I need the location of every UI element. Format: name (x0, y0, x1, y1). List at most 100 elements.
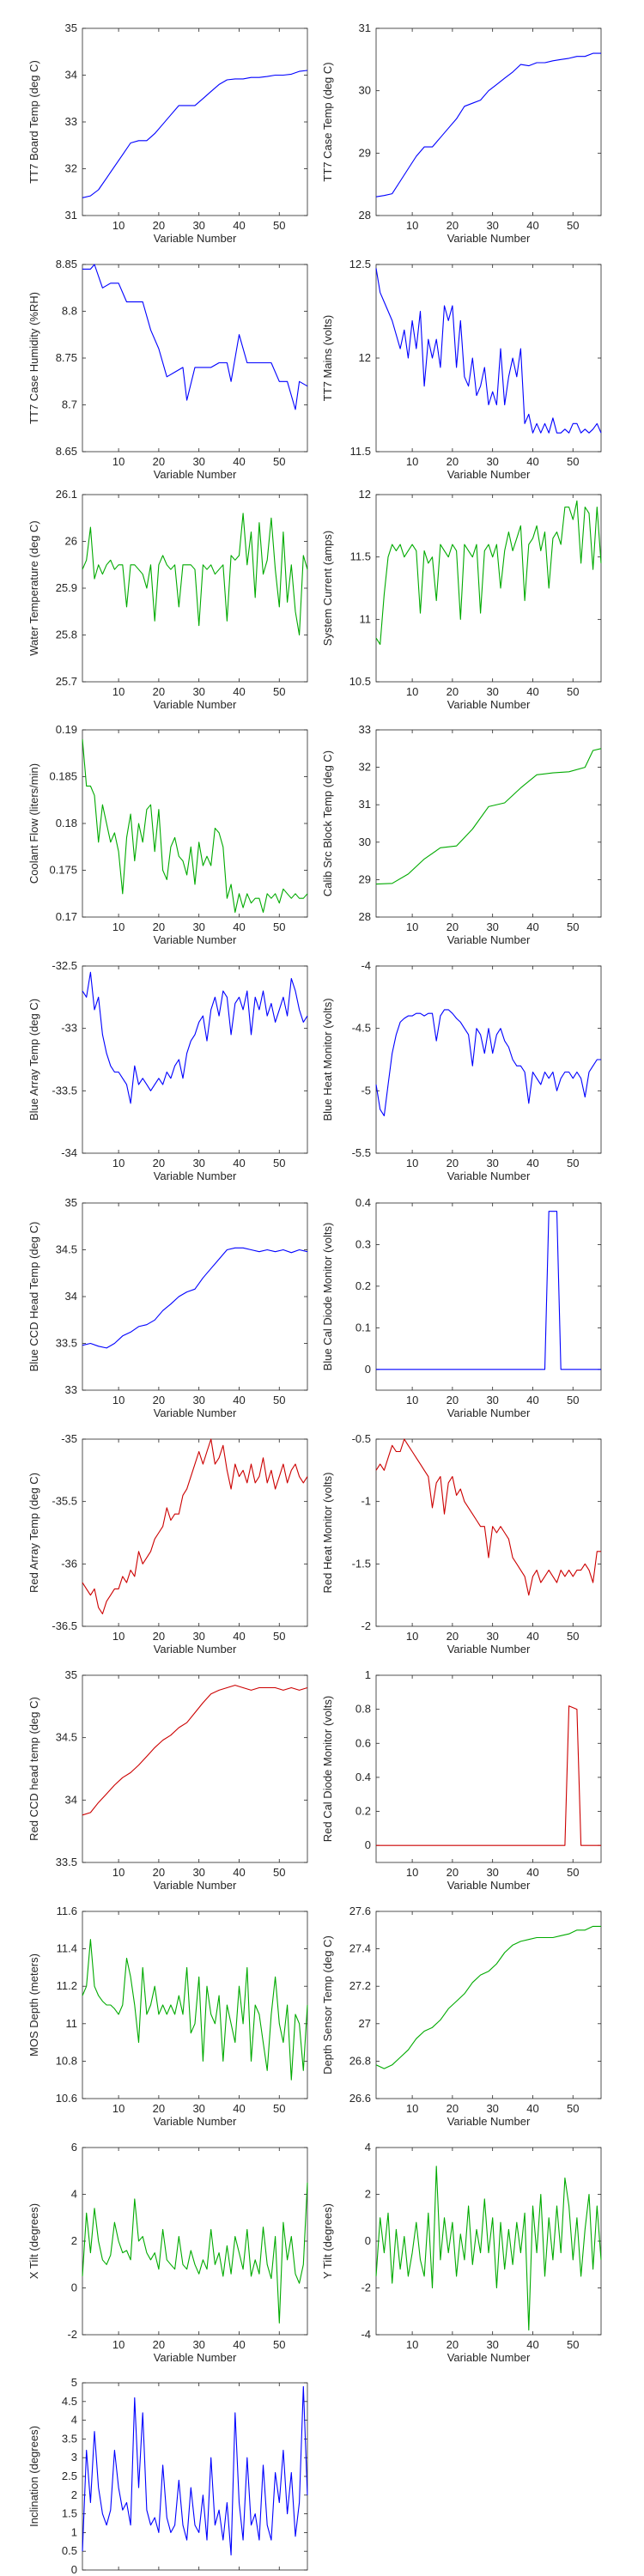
x-tick-label: 20 (153, 2102, 165, 2115)
x-tick-label: 30 (486, 1866, 498, 1879)
x-tick-label: 10 (406, 685, 418, 698)
x-axis-label: Variable Number (447, 1170, 531, 1182)
x-tick-label: 30 (486, 1157, 498, 1170)
x-axis-label: Variable Number (154, 698, 237, 711)
x-tick-label: 20 (153, 1157, 165, 1170)
y-tick-label: 8.65 (56, 445, 77, 458)
y-tick-label: 35 (65, 1196, 77, 1209)
y-tick-label: 10.5 (349, 675, 371, 688)
y-axis-label: TT7 Board Temp (deg C) (27, 60, 40, 184)
y-tick-label: 0 (365, 1363, 371, 1376)
y-tick-label: 11 (360, 612, 372, 625)
y-tick-label: -34 (61, 1146, 77, 1159)
x-tick-label: 30 (486, 1630, 498, 1643)
x-tick-label: 20 (447, 455, 459, 468)
x-tick-label: 40 (233, 685, 245, 698)
y-tick-label: 0 (71, 2281, 77, 2294)
plot-area (375, 2147, 602, 2336)
x-tick-label: 40 (233, 920, 245, 933)
series-line (82, 2385, 308, 2556)
y-tick-label: 11 (66, 2017, 78, 2030)
x-axis-label: Variable Number (447, 933, 531, 946)
y-tick-label: 0.2 (355, 1279, 371, 1292)
y-tick-label: -36 (61, 1557, 77, 1570)
x-tick-label: 30 (192, 1866, 204, 1879)
series-line (82, 738, 308, 914)
y-axis-label: X Tilt (degrees) (27, 2203, 40, 2279)
chart-panel-17: 10.6 10.8 11 11.2 11.4 11.6 10 20 30 40 50 Variable… (27, 1905, 308, 2128)
series-line (375, 500, 602, 645)
y-tick-label: 34 (65, 1793, 77, 1806)
y-tick-label: 27.6 (349, 1905, 371, 1917)
x-tick-label: 50 (273, 920, 285, 933)
x-tick-label: 20 (153, 219, 165, 232)
x-tick-label: 20 (447, 2102, 459, 2115)
x-tick-label: 40 (526, 920, 538, 933)
x-tick-label: 30 (486, 2338, 498, 2351)
y-tick-label: 4 (71, 2414, 77, 2427)
x-tick-label: 40 (233, 1630, 245, 1643)
chart-panel-14: -2 -1.5 -1 -0.5 10 20 30 40 50 Variable Number Red… (321, 1432, 602, 1656)
y-tick-label: 12 (359, 488, 371, 501)
y-axis-label: System Current (amps) (321, 531, 334, 646)
x-tick-label: 10 (406, 1866, 418, 1879)
plot-area (82, 1202, 308, 1391)
x-tick-label: 20 (153, 2573, 165, 2576)
x-tick-label: 20 (447, 1157, 459, 1170)
y-tick-label: 33 (359, 723, 371, 736)
y-tick-label: 29 (359, 872, 371, 885)
x-tick-label: 30 (192, 1157, 204, 1170)
plot-area (375, 494, 602, 683)
x-axis-label: Variable Number (154, 933, 237, 946)
chart-panel-3: 8.65 8.7 8.75 8.8 8.85 10 20 30 40 50 Variable Num… (27, 258, 308, 481)
x-axis-label: Variable Number (154, 1406, 237, 1419)
y-tick-label: -1.5 (352, 1557, 371, 1570)
y-tick-label: -32.5 (52, 959, 77, 972)
y-tick-label: 29 (359, 146, 371, 159)
x-tick-label: 30 (486, 219, 498, 232)
x-tick-label: 40 (233, 2102, 245, 2115)
y-tick-label: 11.4 (57, 1942, 77, 1955)
y-axis-label: TT7 Mains (volts) (321, 315, 334, 401)
x-tick-label: 20 (153, 1394, 165, 1406)
series-line (82, 513, 308, 636)
x-tick-label: 10 (112, 1630, 125, 1643)
y-tick-label: 28 (359, 910, 371, 923)
y-axis-label: Inclination (degrees) (27, 2426, 40, 2527)
x-tick-label: 50 (273, 2573, 285, 2576)
y-axis-label: Red Cal Diode Monitor (volts) (321, 1696, 334, 1843)
x-tick-label: 50 (273, 219, 285, 232)
y-tick-label: 2 (71, 2234, 77, 2247)
x-tick-label: 20 (153, 2338, 165, 2351)
y-tick-label: 32 (359, 761, 371, 774)
x-tick-label: 30 (192, 2573, 204, 2576)
series-line (375, 1438, 601, 1596)
y-tick-label: -33.5 (52, 1084, 77, 1097)
chart-panel-6: 10.5 11 11.5 12 10 20 30 40 50 Variable Number Sys… (321, 488, 602, 711)
chart-panel-12: 0 0.1 0.2 0.3 0.4 10 20 30 40 50 Variable Number Bl… (321, 1196, 602, 1419)
plot-area (375, 1911, 602, 2099)
y-tick-label: -2 (361, 1619, 371, 1632)
y-tick-label: 26.1 (56, 488, 77, 501)
y-tick-label: 0.3 (355, 1237, 371, 1250)
series-line (376, 1211, 601, 1370)
x-tick-label: 40 (526, 1866, 538, 1879)
x-tick-label: 50 (273, 2102, 285, 2115)
y-tick-label: 0.4 (355, 1771, 371, 1783)
x-tick-label: 10 (406, 455, 418, 468)
y-tick-label: 12.5 (349, 258, 371, 270)
x-tick-label: 40 (233, 1394, 245, 1406)
x-tick-label: 40 (526, 685, 538, 698)
series-line (375, 748, 602, 885)
y-axis-label: Calib Src Block Temp (deg C) (321, 750, 334, 896)
y-tick-label: 33.5 (56, 1337, 77, 1350)
y-tick-label: -4 (361, 2328, 371, 2341)
x-tick-label: 30 (192, 455, 204, 468)
x-tick-label: 50 (273, 1157, 285, 1170)
x-tick-label: 30 (192, 1630, 204, 1643)
plot-area (82, 2382, 308, 2571)
y-tick-label: 25.8 (56, 629, 77, 641)
y-tick-label: 27 (359, 2017, 371, 2030)
y-axis-label: MOS Depth (meters) (27, 1953, 40, 2057)
